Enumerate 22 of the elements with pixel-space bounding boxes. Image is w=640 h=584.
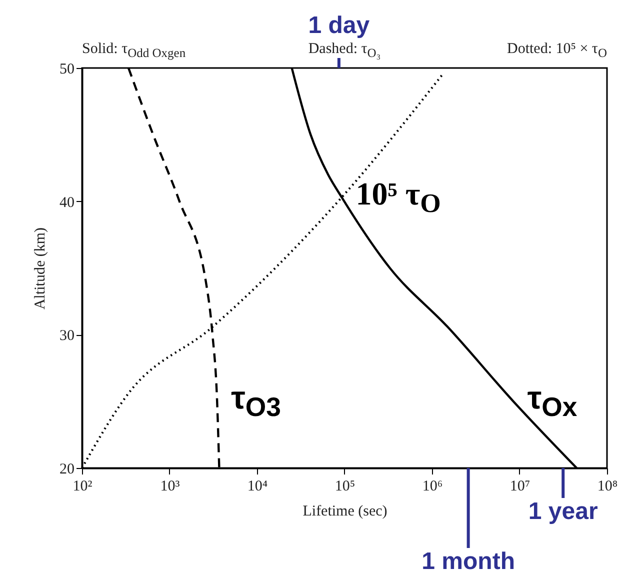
ref-line-label: 1 year (528, 498, 598, 525)
series-label: τ$_{O3}$ (231, 380, 281, 422)
y-tick-label: 40 (60, 194, 74, 211)
x-tick-label: 10⁴ (247, 478, 268, 494)
x-tick-label: 10⁸ (597, 478, 618, 494)
x-axis-title: Lifetime (sec) (302, 504, 388, 520)
y-tick-label: 30 (60, 328, 74, 344)
y-tick-label: 20 (60, 462, 74, 478)
x-tick-label: 10⁵ (334, 478, 356, 494)
y-tick-label: 50 (60, 62, 74, 78)
x-tick-label: 10⁷ (510, 478, 530, 494)
ref-line-label: 1 month (422, 548, 515, 575)
series-label: 10⁵ τ$_{O}$ (356, 176, 441, 218)
ref-line-label: 1 day (308, 12, 370, 39)
series-label: τ$_{Ox}$ (527, 380, 578, 422)
x-tick-label: 10² (72, 478, 93, 494)
y-axis-title: Altitude (km) (32, 227, 48, 310)
text: Solid: τ$_{Odd Oxgen}$ (82, 41, 186, 60)
x-tick-label: 10⁶ (422, 478, 443, 494)
text: Dotted: 10⁵ × τ$_{O}$ (507, 41, 607, 60)
text: Dashed: τ$_{O₃}$ (308, 41, 381, 60)
x-tick-label: 10³ (160, 478, 180, 494)
